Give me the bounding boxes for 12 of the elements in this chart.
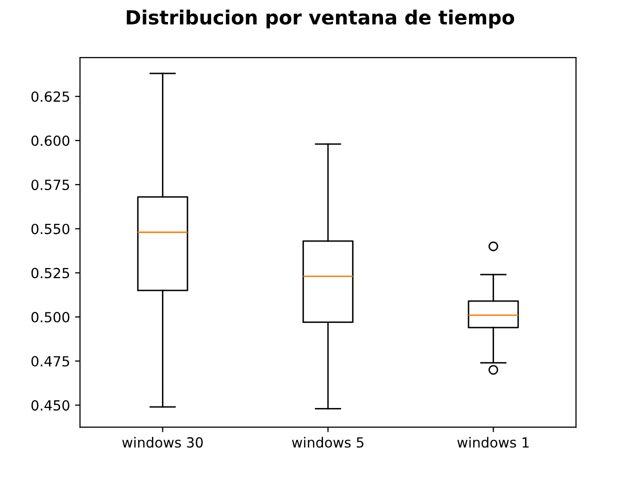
x-tick-label: windows 5 xyxy=(292,436,364,448)
y-tick-label: 0.575 xyxy=(31,180,70,190)
y-tick-label: 0.475 xyxy=(31,356,70,367)
chart-title: Distribucion por ventana de tiempo xyxy=(126,10,514,28)
x-tick-label: windows 30 xyxy=(122,436,203,448)
y-tick-label: 0.525 xyxy=(31,268,70,278)
y-tick-label: 0.600 xyxy=(31,135,70,146)
y-tick-label: 0.500 xyxy=(31,312,70,322)
x-tick-label: windows 1 xyxy=(457,436,529,448)
y-tick-label: 0.625 xyxy=(31,91,70,102)
y-tick-label: 0.550 xyxy=(31,224,70,234)
y-tick-label: 0.450 xyxy=(31,400,70,411)
